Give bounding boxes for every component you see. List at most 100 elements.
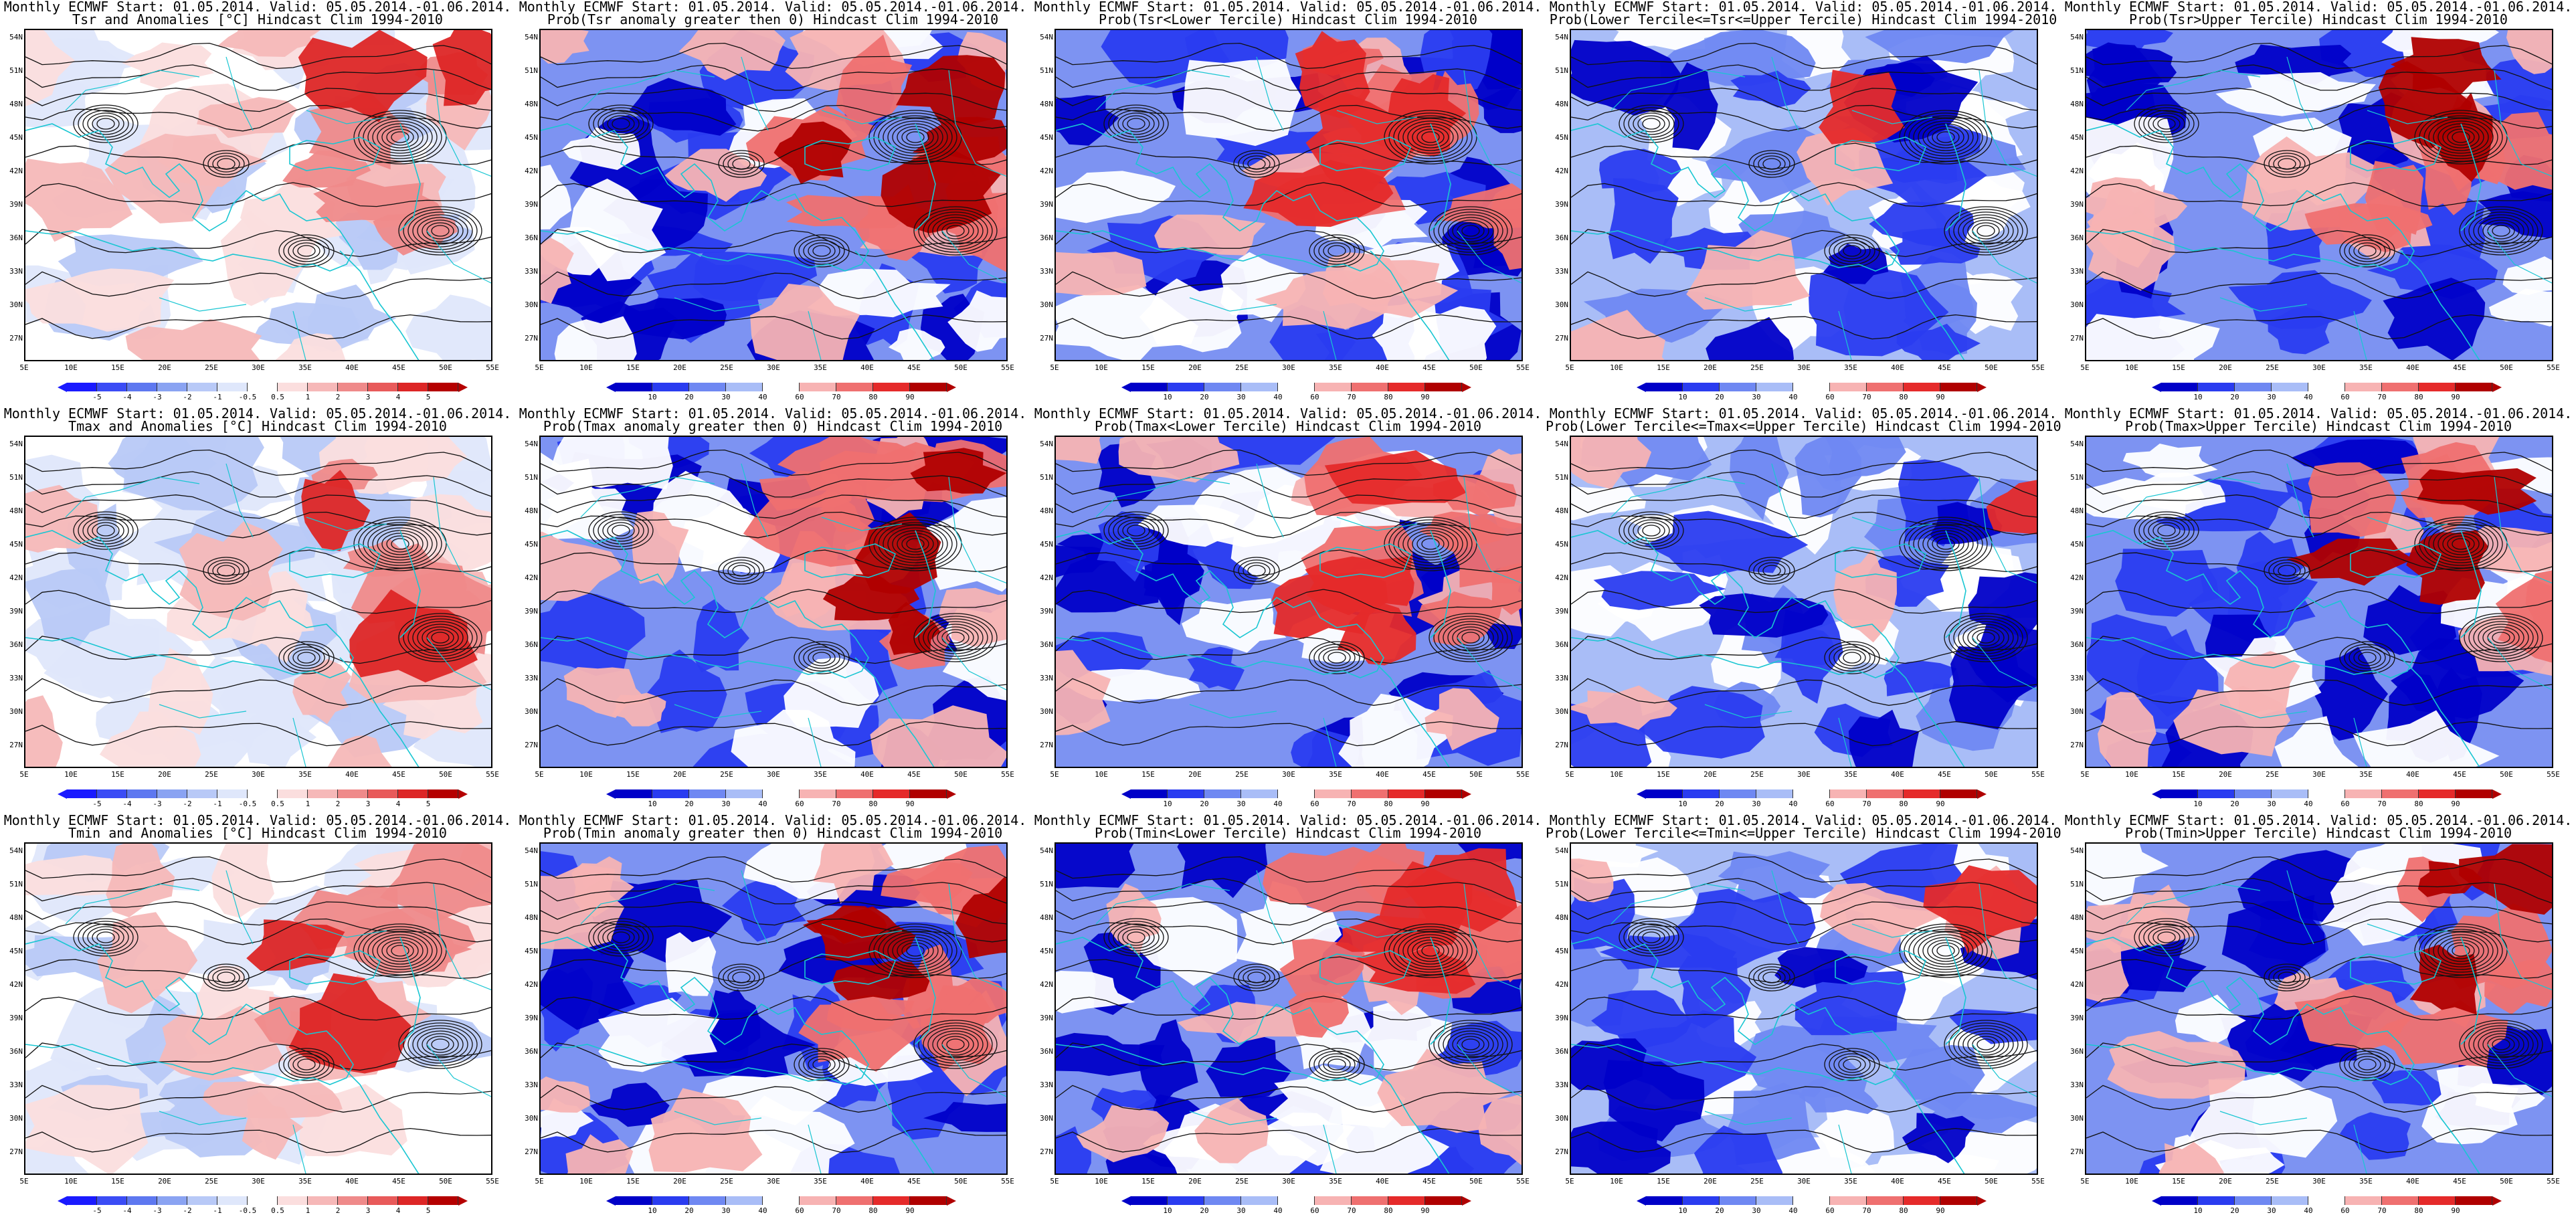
colorbar-segment [1425, 1196, 1462, 1205]
lon-label: 50E [1985, 1177, 1998, 1186]
lat-label: 39N [2070, 607, 2084, 616]
lon-label: 50E [1985, 363, 1998, 372]
colorbar-arrow-left [1637, 383, 1646, 392]
lon-label: 35E [1844, 363, 1857, 372]
lat-label: 54N [525, 440, 538, 448]
lon-label: 50E [954, 1177, 968, 1186]
colorbar-label: 40 [1788, 1206, 1798, 1215]
colorbar-label: 30 [1752, 1206, 1761, 1215]
panel-title-variable: Prob(Tsr>Upper Tercile) Hindcast Clim 19… [2129, 11, 2508, 27]
forecast-map [2085, 29, 2553, 361]
colorbar-segment [652, 383, 689, 391]
shaded-field [25, 844, 491, 1174]
lon-label: 45E [1422, 770, 1436, 779]
lat-label: 36N [525, 233, 538, 242]
lon-label: 5E [1050, 363, 1059, 372]
lat-label: 45N [1040, 133, 1053, 142]
lat-label: 42N [9, 167, 23, 175]
colorbar-label: 1 [305, 800, 310, 808]
colorbar-label: 1 [305, 393, 310, 401]
lat-label: 48N [525, 913, 538, 922]
lon-label: 25E [205, 1177, 218, 1186]
colorbar-segment [1204, 383, 1241, 391]
lat-label: 54N [525, 33, 538, 41]
lon-label: 55E [486, 363, 499, 372]
colorbar-label: 0.5 [271, 393, 284, 401]
lat-label: 30N [2070, 300, 2084, 309]
colorbar-segment [2456, 789, 2492, 798]
lon-label: 45E [907, 1177, 921, 1186]
colorbar-segment [2198, 383, 2235, 391]
colorbar-label: 90 [1936, 800, 1945, 808]
lon-label: 20E [2219, 363, 2232, 372]
colorbar-segment [2235, 789, 2272, 798]
lon-label: 50E [2500, 1177, 2513, 1186]
lon-label: 15E [626, 1177, 640, 1186]
panel-title-variable: Prob(Tmin anomaly greater then 0) Hindca… [543, 825, 1003, 841]
lon-label: 35E [814, 770, 827, 779]
colorbar-label: 90 [1936, 1206, 1945, 1215]
lon-label: 55E [2031, 363, 2045, 372]
lon-label: 45E [2453, 363, 2466, 372]
lat-label: 54N [1555, 33, 1568, 41]
colorbar-segment [652, 789, 689, 798]
colorbar-segment [1646, 383, 1683, 391]
forecast-panel: Monthly ECMWF Start: 01.05.2014. Valid: … [1030, 407, 1546, 808]
colorbar [2152, 789, 2502, 799]
colorbar-label: 60 [1310, 393, 1319, 401]
colorbar-label: 30 [2267, 1206, 2276, 1215]
forecast-panel: Monthly ECMWF Start: 01.05.2014. Valid: … [1546, 0, 2061, 401]
colorbar-segment [763, 789, 800, 798]
colorbar-label: 60 [1825, 800, 1835, 808]
lat-label: 48N [2070, 100, 2084, 108]
lat-label: 27N [9, 741, 23, 749]
colorbar-segment [1425, 383, 1462, 391]
coastline [1056, 123, 1451, 360]
panel-title-variable: Tmin and Anomalies [°C] Hindcast Clim 19… [68, 825, 447, 841]
country-borders [65, 56, 491, 360]
colorbar-segment [2419, 789, 2456, 798]
colorbar-label: 80 [868, 800, 878, 808]
colorbar-arrow-left [58, 1196, 67, 1206]
colorbar-arrow-right [1977, 789, 1987, 799]
lat-label: 42N [1555, 573, 1568, 582]
lat-label: 30N [1040, 1114, 1053, 1123]
lon-label: 35E [1329, 1177, 1342, 1186]
lat-label: 48N [9, 100, 23, 108]
lat-label: 45N [525, 133, 538, 142]
colorbar-label: 40 [1273, 393, 1283, 401]
panel-title-variable: Prob(Tmax anomaly greater then 0) Hindca… [543, 418, 1003, 434]
colorbar-segment [398, 789, 428, 798]
lon-label: 5E [19, 363, 29, 372]
colorbar-label: 4 [395, 800, 401, 808]
colorbar-label: 5 [426, 393, 431, 401]
colorbar-label: 10 [2193, 1206, 2203, 1215]
lat-label: 48N [9, 506, 23, 515]
colorbar-segment [910, 789, 947, 798]
lon-label: 30E [252, 363, 265, 372]
panel-title-header: Monthly ECMWF Start: 01.05.2014. Valid: … [1549, 405, 2057, 422]
colorbar-arrow-right [1462, 383, 1471, 392]
colorbar-segment [248, 1196, 278, 1205]
lon-label: 10E [64, 770, 78, 779]
lon-label: 25E [1750, 1177, 1764, 1186]
lat-label: 39N [1555, 1014, 1568, 1022]
lat-label: 51N [525, 880, 538, 889]
colorbar-arrow-right [2492, 789, 2502, 799]
lat-label: 54N [2070, 846, 2084, 855]
lat-label: 33N [525, 674, 538, 682]
colorbar-label: -5 [92, 1206, 102, 1215]
lon-label: 50E [1985, 770, 1998, 779]
colorbar-label: 60 [795, 1206, 804, 1215]
colorbar-label: 30 [1236, 393, 1246, 401]
panel-title-header: Monthly ECMWF Start: 01.05.2014. Valid: … [2064, 0, 2573, 15]
colorbar-segment [1315, 1196, 1352, 1205]
lat-label: 39N [2070, 1014, 2084, 1022]
colorbar-segment [763, 1196, 800, 1205]
lon-label: 40E [345, 363, 359, 372]
colorbar-segment [2272, 1196, 2308, 1205]
colorbar-segment [1720, 789, 1756, 798]
panel-title-variable: Prob(Lower Tercile<=Tmin<=Upper Tercile)… [1546, 825, 2061, 841]
colorbar-arrow-right [458, 789, 468, 799]
colorbar-label: 70 [1862, 1206, 1871, 1215]
